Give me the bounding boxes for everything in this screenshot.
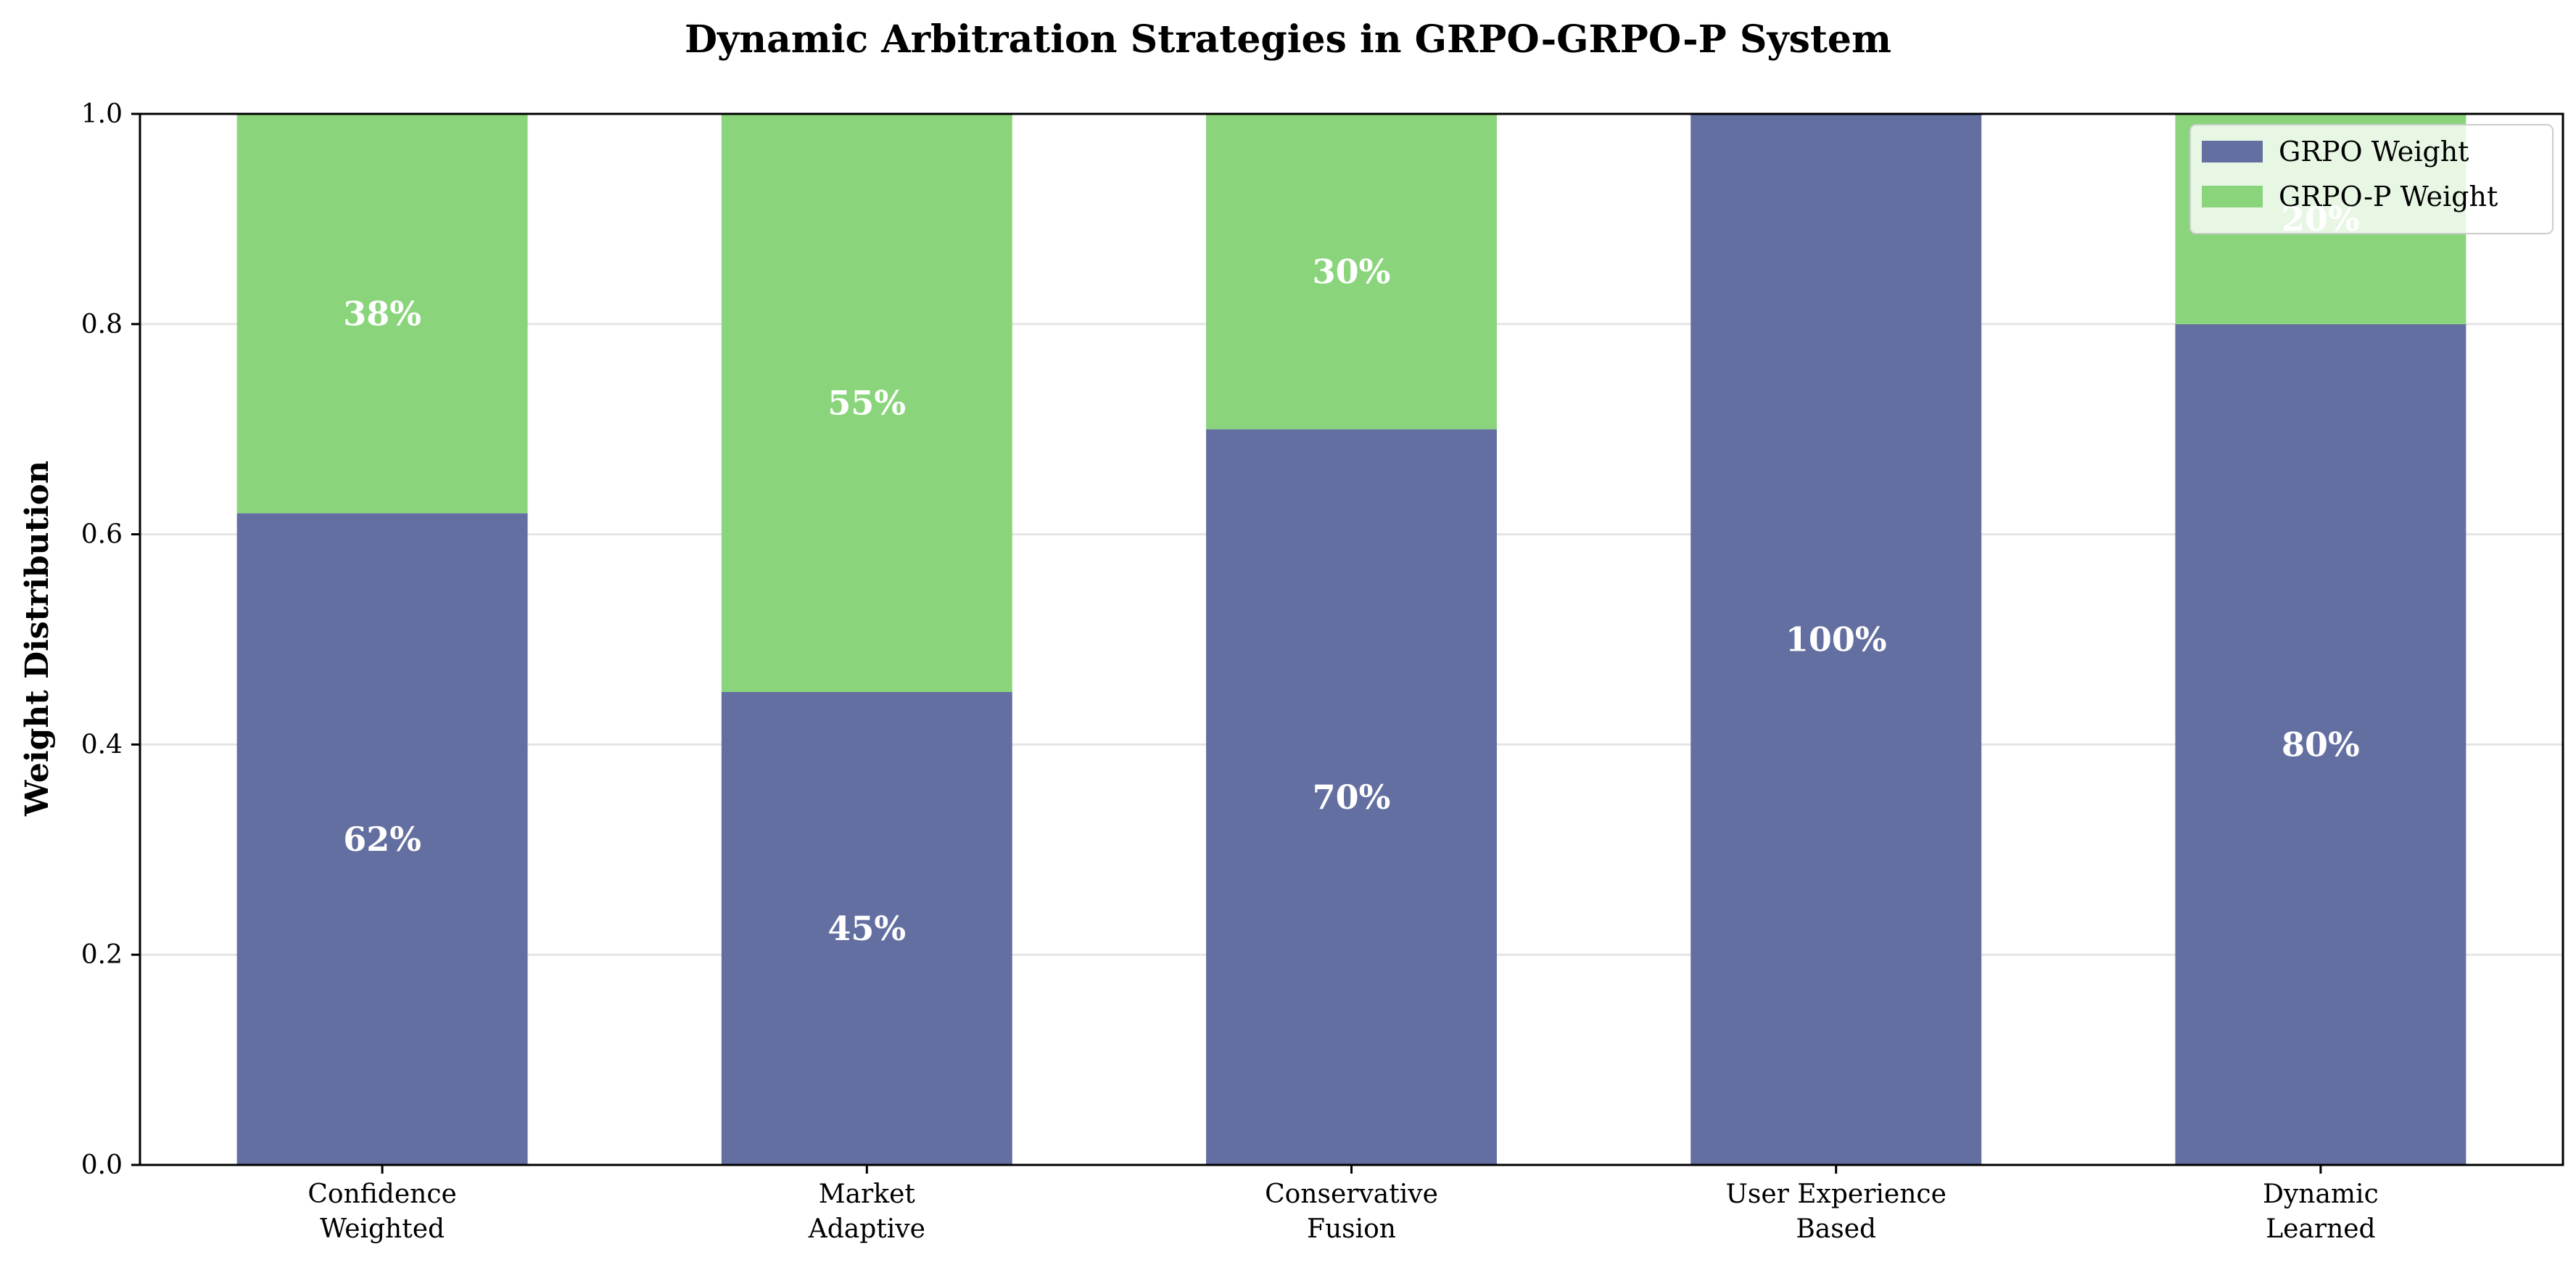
- x-tick-label: Confidence: [307, 1179, 456, 1209]
- bars: [236, 114, 2466, 1165]
- bar-value-label: 100%: [1786, 620, 1887, 659]
- bar-value-label: 80%: [2282, 725, 2360, 764]
- x-tick-label: User Experience: [1726, 1179, 1947, 1209]
- x-tick-label: Market: [819, 1179, 916, 1209]
- bar-value-label: 55%: [827, 383, 906, 422]
- chart-title: Dynamic Arbitration Strategies in GRPO-G…: [685, 17, 1891, 62]
- legend-entry: GRPO Weight: [2279, 136, 2469, 168]
- bar-value-label: 30%: [1313, 252, 1391, 291]
- x-tick-label: Learned: [2266, 1214, 2375, 1244]
- legend-box: [2189, 124, 2554, 234]
- grpo-bar: [1690, 114, 1982, 1165]
- grpo-bar: [1206, 429, 1497, 1165]
- x-tick-label: Conservative: [1265, 1179, 1438, 1209]
- legend-swatch: [2202, 186, 2263, 207]
- grpo-bar: [721, 691, 1012, 1165]
- y-tick-label: 0.8: [81, 310, 123, 339]
- x-tick-label: Adaptive: [808, 1214, 925, 1244]
- grpo-p-bar: [236, 114, 528, 514]
- x-tick-label: Dynamic: [2263, 1179, 2379, 1209]
- grpo-bar: [2175, 324, 2466, 1165]
- grpo-p-bar: [721, 114, 1012, 692]
- legend-swatch: [2202, 141, 2263, 162]
- grpo-bar: [236, 513, 528, 1165]
- grpo-p-bar: [1206, 114, 1497, 429]
- x-tick-label: Fusion: [1307, 1214, 1396, 1244]
- y-axis-label: Weight Distribution: [19, 461, 56, 817]
- y-tick-label: 0.2: [81, 940, 123, 970]
- bar-value-label: 70%: [1313, 778, 1391, 817]
- x-tick-label: Based: [1796, 1214, 1876, 1244]
- y-tick-label: 1.0: [81, 99, 123, 129]
- legend: GRPO Weight GRPO-P Weight: [2189, 124, 2554, 234]
- bar-value-label: 38%: [343, 294, 421, 333]
- bar-value-label: 62%: [343, 820, 421, 859]
- y-ticks: 0.0 0.2 0.4 0.6 0.8 1.0: [81, 99, 140, 1180]
- x-ticks: Confidence Weighted Market Adaptive Conserva…: [307, 1165, 2379, 1244]
- y-tick-label: 0.0: [81, 1150, 123, 1180]
- legend-entry: GRPO-P Weight: [2279, 181, 2498, 213]
- y-tick-label: 0.6: [81, 520, 123, 550]
- bar-value-label: 45%: [827, 909, 906, 948]
- y-tick-label: 0.4: [81, 730, 123, 759]
- x-tick-label: Weighted: [320, 1214, 445, 1244]
